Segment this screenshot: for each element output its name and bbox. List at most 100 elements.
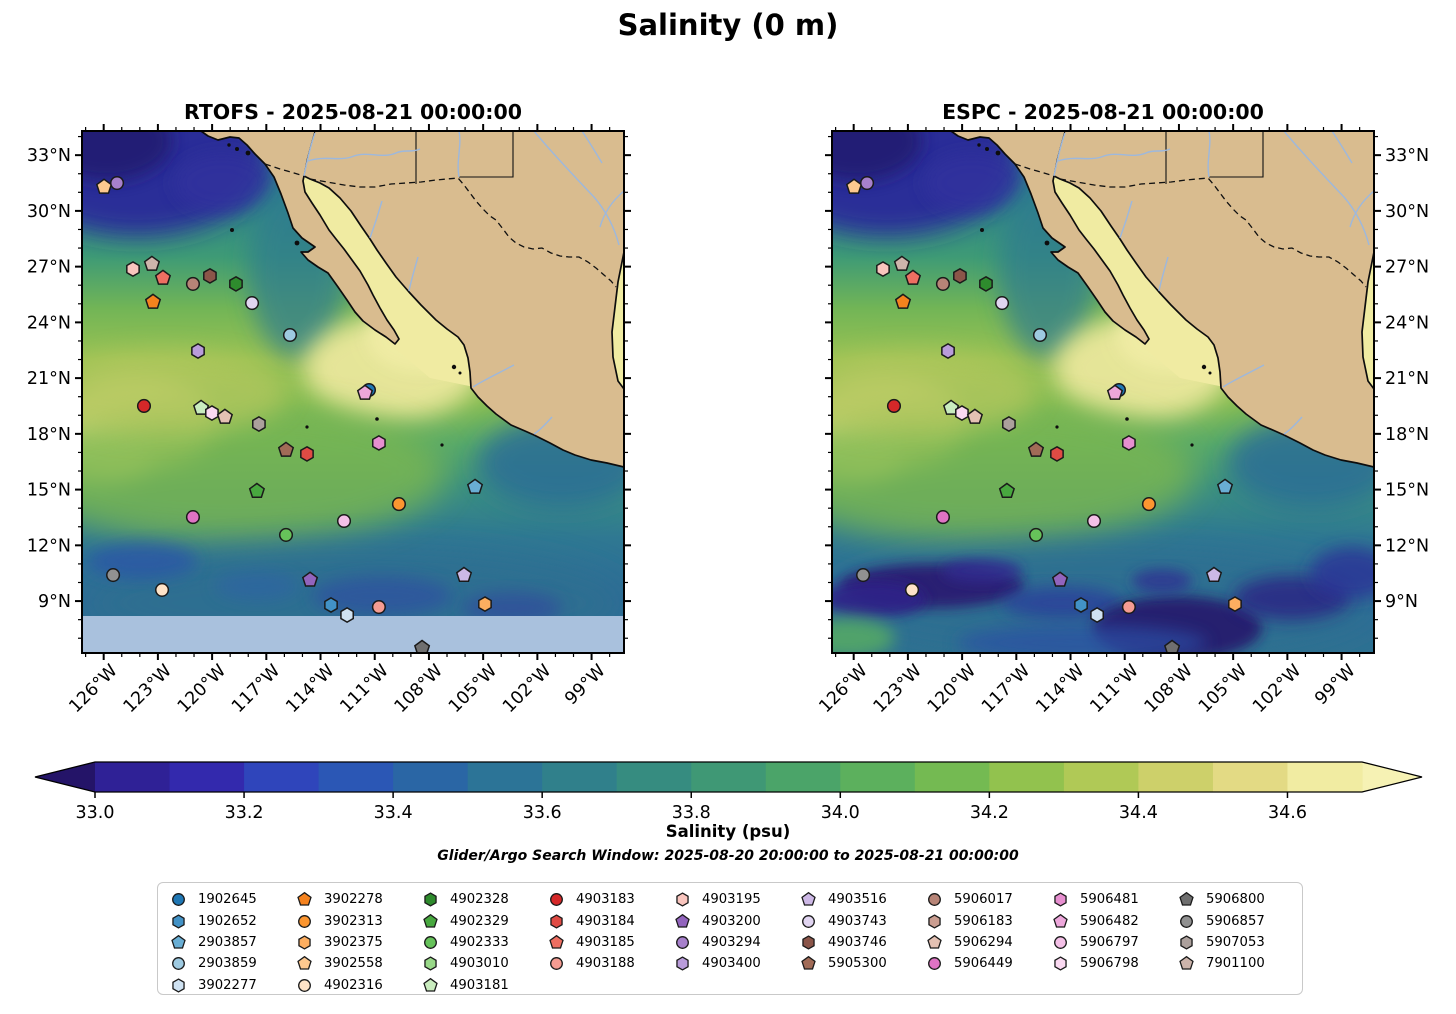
river — [1222, 364, 1265, 388]
colorbar-segment — [989, 762, 1065, 792]
legend-item: 4903184 — [548, 910, 674, 931]
legend-marker-5906797 — [1054, 936, 1067, 949]
legend-marker-1902645 — [172, 893, 185, 907]
island — [985, 147, 989, 151]
legend-item: 5906800 — [1178, 889, 1304, 910]
colorbar-segment — [840, 762, 916, 792]
legend-float-id: 5905300 — [828, 956, 887, 972]
colorbar-tick-label: 34.4 — [1119, 803, 1158, 823]
island — [440, 443, 444, 447]
legend-marker-4902316 — [298, 978, 311, 992]
river — [533, 416, 553, 435]
colorbar-segment — [1063, 762, 1140, 792]
lat-tick-label: 27°N — [27, 258, 71, 278]
pentagon-marker-icon — [801, 892, 816, 906]
float-marker-3902313 — [391, 497, 406, 512]
pentagon-marker-icon — [801, 956, 816, 971]
legend-marker-4903010 — [424, 956, 437, 972]
legend-item: 4903743 — [800, 910, 926, 931]
colorbar-segment — [95, 762, 171, 792]
circle-marker-icon — [928, 893, 941, 907]
legend-column: 4902328 4902329 4902333 4903010 4903181 — [422, 889, 548, 994]
colorbar-segment — [914, 762, 990, 792]
legend-float-id: 4902328 — [450, 892, 509, 908]
island — [451, 364, 457, 370]
colorbar-segment — [765, 762, 841, 792]
float-marker-3902375 — [1228, 596, 1242, 613]
float-marker-4903200 — [1051, 571, 1069, 587]
legend-item: 2903857 — [170, 932, 296, 953]
legend-float-id: 5906017 — [954, 892, 1013, 908]
float-marker-5906017 — [185, 276, 200, 291]
legend-float-id: 3902278 — [324, 892, 383, 908]
legend-item: 4903200 — [674, 910, 800, 931]
island — [294, 240, 300, 246]
land-coastline — [950, 131, 1374, 468]
legend-float-id: 3902277 — [198, 977, 257, 993]
colorbar-tick-label: 33.6 — [523, 803, 562, 823]
legend-item: 4902328 — [422, 889, 548, 910]
legend-marker-5906482 — [1053, 913, 1068, 928]
float-marker-4903294 — [110, 175, 125, 191]
country-border-dashed — [1014, 163, 1367, 288]
salinity-field-feature — [82, 351, 287, 435]
lat-tick-label: 12°N — [27, 536, 71, 556]
lat-tick-label: 33°N — [1385, 146, 1429, 166]
legend-marker-4902328 — [424, 892, 437, 907]
salinity-field-feature — [832, 131, 922, 181]
colorbar-segment — [244, 762, 320, 792]
float-marker-4902329 — [998, 482, 1016, 498]
circle-marker-icon — [802, 914, 815, 928]
map-espc: 33°N 30°N 27°N 24°N 21°N 18°N 15°N 12°N 9°N 126°W… — [816, 124, 1429, 717]
salinity-field-feature — [174, 153, 270, 213]
float-marker-5906294 — [216, 408, 234, 424]
island — [235, 147, 239, 151]
legend-float-id: 7901100 — [1206, 956, 1265, 972]
gulf-of-california-water — [1042, 171, 1234, 389]
figure-title: Salinity (0 m) — [617, 8, 839, 42]
float-marker-2903857 — [466, 478, 484, 494]
island — [305, 425, 309, 429]
lon-tick-label: 120°W — [174, 661, 230, 717]
legend-item: 5906017 — [926, 889, 1052, 910]
colorbar-tick-label: 33.4 — [374, 803, 413, 823]
lon-tick-label: 114°W — [1032, 661, 1088, 717]
salinity-field-feature — [942, 559, 1022, 583]
legend-item: 4903181 — [422, 975, 548, 996]
lat-tick-label: 24°N — [1385, 313, 1429, 333]
legend-item: 4902333 — [422, 932, 548, 953]
circle-marker-icon — [172, 957, 185, 971]
legend-column: 4903516 4903743 4903746 5905300 — [800, 889, 926, 994]
island — [1208, 371, 1212, 375]
hexagon-marker-icon — [424, 956, 437, 972]
colorbar-segment — [1212, 762, 1289, 792]
float-marker-4903200 — [301, 571, 319, 587]
legend-item: 4903294 — [674, 932, 800, 953]
float-marker-7901100 — [143, 255, 161, 271]
legend-marker-7901100 — [1179, 956, 1194, 971]
island — [245, 150, 251, 156]
float-marker-4903181 — [942, 399, 960, 415]
legend-item: 5906481 — [1052, 889, 1178, 910]
lon-tick-label: 126°W — [66, 661, 122, 717]
float-marker-4903746 — [203, 267, 217, 284]
colorbar-segment — [1287, 762, 1363, 792]
legend-marker-3902558 — [297, 956, 312, 971]
lon-tick-label: 102°W — [499, 661, 555, 717]
map-sea-surface — [832, 131, 1374, 653]
float-marker-5906017 — [935, 276, 950, 291]
pentagon-marker-icon — [297, 956, 312, 971]
legend-marker-5906449 — [928, 957, 941, 971]
float-marker-5906449 — [935, 510, 950, 525]
legend-item: 3902375 — [296, 932, 422, 953]
river — [1053, 132, 1066, 177]
pentagon-marker-icon — [423, 977, 438, 992]
legend-column: 3902278 3902313 3902375 3902558 4902316 — [296, 889, 422, 994]
float-marker-4903195 — [126, 261, 140, 278]
float-marker-4903183 — [886, 398, 902, 414]
lon-tick-label: 105°W — [445, 661, 501, 717]
legend-float-id: 5906798 — [1080, 956, 1139, 972]
legend-marker-4903200 — [675, 913, 690, 928]
legend-item: 3902278 — [296, 889, 422, 910]
float-marker-4903746 — [953, 267, 967, 284]
